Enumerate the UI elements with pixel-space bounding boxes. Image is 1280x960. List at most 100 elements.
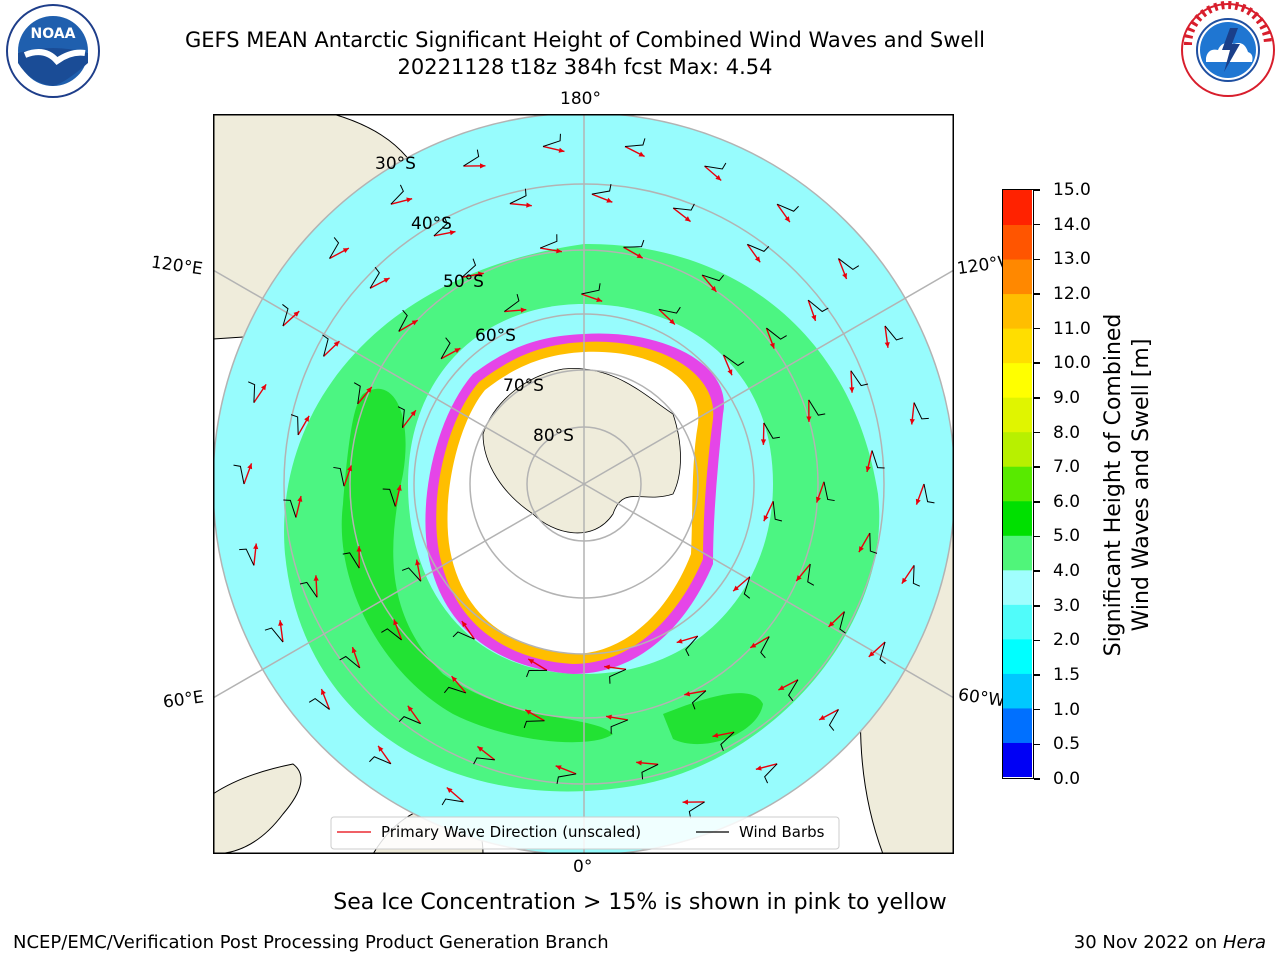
wind-barb bbox=[290, 414, 299, 435]
wind-barb bbox=[504, 293, 520, 312]
wind-barb bbox=[808, 399, 826, 416]
wave-arrow-head bbox=[297, 496, 303, 502]
colorbar-tick-mark bbox=[1034, 605, 1040, 607]
legend-wave-direction: Primary Wave Direction (unscaled) bbox=[381, 823, 641, 841]
africa-land bbox=[213, 763, 302, 854]
map-frame bbox=[213, 114, 954, 854]
wave-arrow-head bbox=[333, 341, 340, 347]
colorbar-tick-label: 1.0 bbox=[1053, 699, 1081, 720]
wave-arrow-head bbox=[750, 642, 757, 648]
wave-arrow-head bbox=[451, 676, 458, 682]
wave-arrow-head bbox=[313, 575, 319, 581]
wind-barb bbox=[473, 757, 495, 765]
colorbar-tick-label: 13.0 bbox=[1053, 249, 1091, 270]
wind-barb bbox=[397, 406, 405, 428]
colorbar-tick-mark bbox=[1034, 466, 1040, 468]
wind-barb bbox=[807, 563, 815, 586]
wind-barb bbox=[871, 450, 885, 469]
colorbar-tick-label: 5.0 bbox=[1053, 526, 1081, 547]
colorbar-segment bbox=[1003, 673, 1032, 709]
colorbar-title-line-2: Wind Waves and Swell [m] bbox=[1129, 338, 1154, 632]
colorbar-segment bbox=[1003, 362, 1032, 398]
colorbar-segment bbox=[1003, 707, 1032, 743]
wind-barb bbox=[591, 184, 612, 195]
wind-barb bbox=[441, 798, 464, 806]
wind-barb bbox=[264, 627, 284, 643]
colorbar-tick-mark bbox=[1034, 327, 1040, 330]
wind-barb bbox=[760, 636, 770, 659]
lat-label-50s: 50°S bbox=[443, 272, 484, 292]
wind-barb bbox=[658, 306, 681, 314]
colorbar-tick-mark bbox=[1034, 223, 1040, 226]
wave-arrow-head bbox=[606, 714, 612, 720]
wind-barb bbox=[233, 464, 245, 485]
wave-arrow-head bbox=[383, 278, 390, 283]
colorbar-tick-mark bbox=[1034, 743, 1040, 746]
legend-wind-barbs: Wind Barbs bbox=[739, 823, 825, 841]
wave-arrow-head bbox=[555, 765, 562, 771]
wind-barb bbox=[609, 668, 627, 684]
wave-arrow-head bbox=[520, 307, 527, 313]
wave-arrow-head bbox=[604, 664, 610, 670]
wind-barb bbox=[743, 576, 751, 599]
wave-arrow-head bbox=[525, 709, 532, 715]
lon-label-0: 0° bbox=[573, 857, 593, 877]
wave-arrow-head bbox=[819, 715, 826, 720]
wind-barb bbox=[509, 188, 527, 205]
wave-arrow-head bbox=[784, 216, 790, 223]
colorbar-segment bbox=[1003, 224, 1032, 260]
wind-barb bbox=[322, 334, 329, 357]
wave-band-high-left bbox=[341, 388, 613, 743]
wave-arrow-head bbox=[253, 543, 259, 550]
wind-barb bbox=[308, 698, 330, 710]
wind-barb bbox=[869, 533, 878, 554]
noaa-logo: NOAA bbox=[6, 4, 100, 98]
wind-barb bbox=[463, 149, 480, 167]
wind-barb bbox=[673, 203, 695, 211]
wave-arrow-head bbox=[356, 546, 362, 552]
wave-arrow-head bbox=[796, 575, 802, 582]
title-line-2: 20221128 t18z 384h fcst Max: 4.54 bbox=[397, 55, 773, 79]
wind-barb bbox=[542, 133, 561, 147]
colorbar-tick-mark bbox=[1034, 570, 1040, 572]
wave-arrow-head bbox=[260, 384, 267, 391]
wind-barb bbox=[623, 239, 645, 248]
wind-barb bbox=[390, 184, 404, 205]
wave-arrow-head bbox=[636, 760, 642, 766]
wave-arrow-head bbox=[393, 619, 399, 626]
longitude-grid bbox=[213, 114, 954, 854]
colorbar-segment bbox=[1003, 638, 1032, 674]
map-legend: Primary Wave Direction (unscaled) Wind B… bbox=[330, 816, 840, 850]
wind-barb bbox=[283, 499, 297, 518]
wave-arrow-head bbox=[278, 620, 284, 626]
wave-arrow-head bbox=[293, 311, 300, 317]
wave-arrow-head bbox=[304, 415, 310, 422]
title-line-1: GEFS MEAN Antarctic Significant Height o… bbox=[184, 28, 986, 52]
wave-arrow-head bbox=[247, 463, 253, 470]
wind-barb bbox=[879, 641, 886, 664]
colorbar-tick-label: 1.5 bbox=[1053, 665, 1081, 686]
wind-barb bbox=[526, 669, 548, 678]
wind-barb bbox=[704, 162, 727, 170]
colorbar-tick-label: 14.0 bbox=[1053, 214, 1091, 235]
wave-arrow-head bbox=[461, 621, 468, 628]
wind-barb bbox=[282, 304, 289, 327]
colorbar-tick-mark bbox=[1034, 397, 1040, 399]
colorbar-tick-label: 7.0 bbox=[1053, 457, 1081, 478]
wave-arrow-head bbox=[347, 465, 353, 472]
wave-arrow-head bbox=[526, 202, 532, 208]
wind-barb bbox=[766, 327, 787, 340]
lon-label-60w: 60°W bbox=[956, 685, 1004, 711]
colorbar-tick-mark bbox=[1034, 189, 1040, 191]
wave-arrow-head bbox=[806, 416, 812, 422]
wave-arrow-head bbox=[684, 691, 691, 697]
colorbar-tick-mark bbox=[1034, 674, 1040, 676]
wind-barb bbox=[788, 679, 799, 702]
wave-arrow-head bbox=[842, 273, 848, 280]
wind-barb bbox=[461, 258, 477, 278]
wave-arrow-head bbox=[811, 314, 817, 321]
wind-barb bbox=[688, 801, 705, 819]
colorbar-tick-label: 0.5 bbox=[1053, 734, 1081, 755]
wave-arrow-head bbox=[760, 439, 767, 445]
wave-arrow-head bbox=[378, 745, 384, 752]
